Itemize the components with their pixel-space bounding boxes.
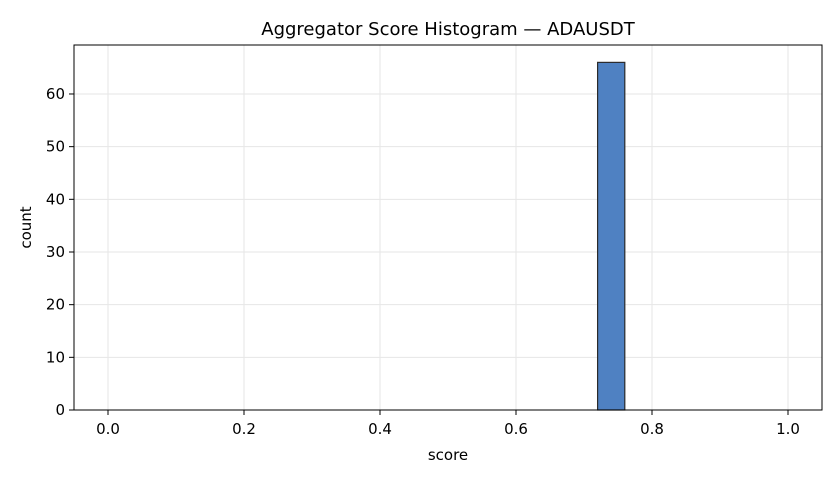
x-axis-label: score (428, 446, 468, 464)
grid-lines (74, 45, 822, 411)
x-tick-label: 0.8 (640, 420, 664, 438)
y-tick-label: 0 (55, 401, 65, 419)
bars (596, 61, 626, 411)
y-tick-label: 60 (46, 85, 65, 103)
x-tick-label: 0.4 (368, 420, 392, 438)
chart-title: Aggregator Score Histogram — ADAUSDT (261, 19, 635, 40)
x-tick-label: 0.0 (96, 420, 120, 438)
x-tick-label: 0.2 (232, 420, 256, 438)
y-axis-ticks: 0 10 20 30 40 50 60 (46, 85, 74, 419)
y-tick-label: 20 (46, 296, 65, 314)
y-tick-label: 30 (46, 243, 65, 261)
y-tick-label: 10 (46, 348, 65, 366)
histogram-bar (596, 61, 626, 411)
x-axis-ticks: 0.0 0.2 0.4 0.6 0.8 1.0 (96, 410, 800, 438)
y-axis-label: count (17, 206, 35, 248)
x-tick-label: 1.0 (776, 420, 800, 438)
y-tick-label: 40 (46, 190, 65, 208)
plot-frame (73, 44, 823, 411)
y-tick-label: 50 (46, 138, 65, 156)
x-tick-label: 0.6 (504, 420, 528, 438)
